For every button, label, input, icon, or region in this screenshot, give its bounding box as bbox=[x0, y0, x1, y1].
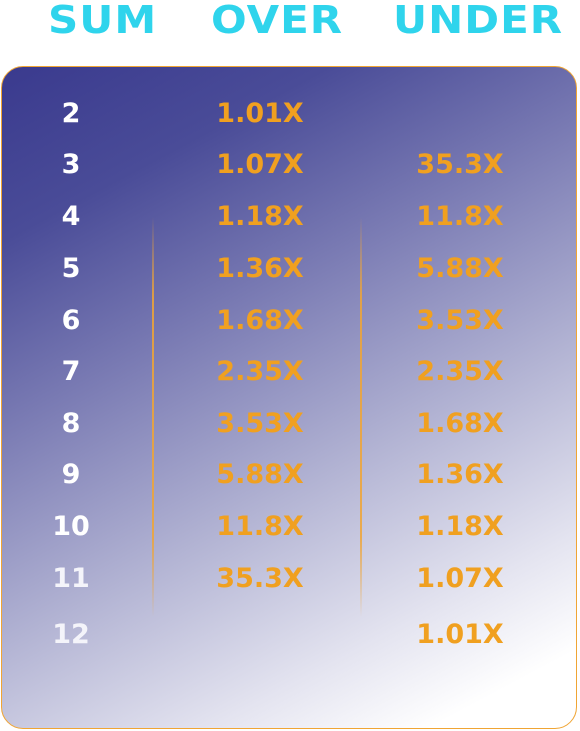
over-odds: 2.35X bbox=[216, 356, 304, 387]
header-sum: SUM bbox=[48, 0, 158, 43]
over-odds: 1.68X bbox=[216, 305, 304, 336]
under-odds: 2.35X bbox=[416, 356, 504, 387]
sum-value: 2 bbox=[61, 98, 81, 129]
header-over: OVER bbox=[211, 0, 344, 43]
over-odds: 1.36X bbox=[216, 253, 304, 284]
under-odds: 1.68X bbox=[416, 408, 504, 439]
sum-value: 7 bbox=[61, 356, 81, 387]
sum-value: 5 bbox=[61, 253, 81, 284]
sum-value: 6 bbox=[61, 305, 81, 336]
under-odds: 1.01X bbox=[416, 619, 504, 650]
under-odds: 35.3X bbox=[416, 149, 504, 180]
under-odds: 1.36X bbox=[416, 459, 504, 490]
header-under: UNDER bbox=[393, 0, 564, 43]
under-odds: 1.07X bbox=[416, 563, 504, 594]
over-odds: 5.88X bbox=[216, 459, 304, 490]
under-odds: 3.53X bbox=[416, 305, 504, 336]
sum-value: 12 bbox=[52, 619, 90, 650]
column-divider-left bbox=[152, 217, 154, 617]
over-odds: 3.53X bbox=[216, 408, 304, 439]
sum-value: 11 bbox=[52, 563, 90, 594]
over-odds: 1.01X bbox=[216, 98, 304, 129]
over-odds: 1.18X bbox=[216, 201, 304, 232]
over-odds: 11.8X bbox=[216, 511, 304, 542]
payout-panel: 2 1.01X 3 1.07X 35.3X 4 1.18X 11.8X 5 1.… bbox=[1, 66, 577, 729]
sum-value: 10 bbox=[52, 511, 90, 542]
over-odds: 35.3X bbox=[216, 563, 304, 594]
sum-value: 3 bbox=[61, 149, 81, 180]
column-divider-right bbox=[360, 217, 362, 617]
column-header-row: SUM OVER UNDER bbox=[0, 0, 580, 50]
sum-value: 4 bbox=[61, 201, 81, 232]
under-odds: 11.8X bbox=[416, 201, 504, 232]
under-odds: 5.88X bbox=[416, 253, 504, 284]
sum-value: 8 bbox=[61, 408, 81, 439]
sum-value: 9 bbox=[61, 459, 81, 490]
over-odds: 1.07X bbox=[216, 149, 304, 180]
under-odds: 1.18X bbox=[416, 511, 504, 542]
